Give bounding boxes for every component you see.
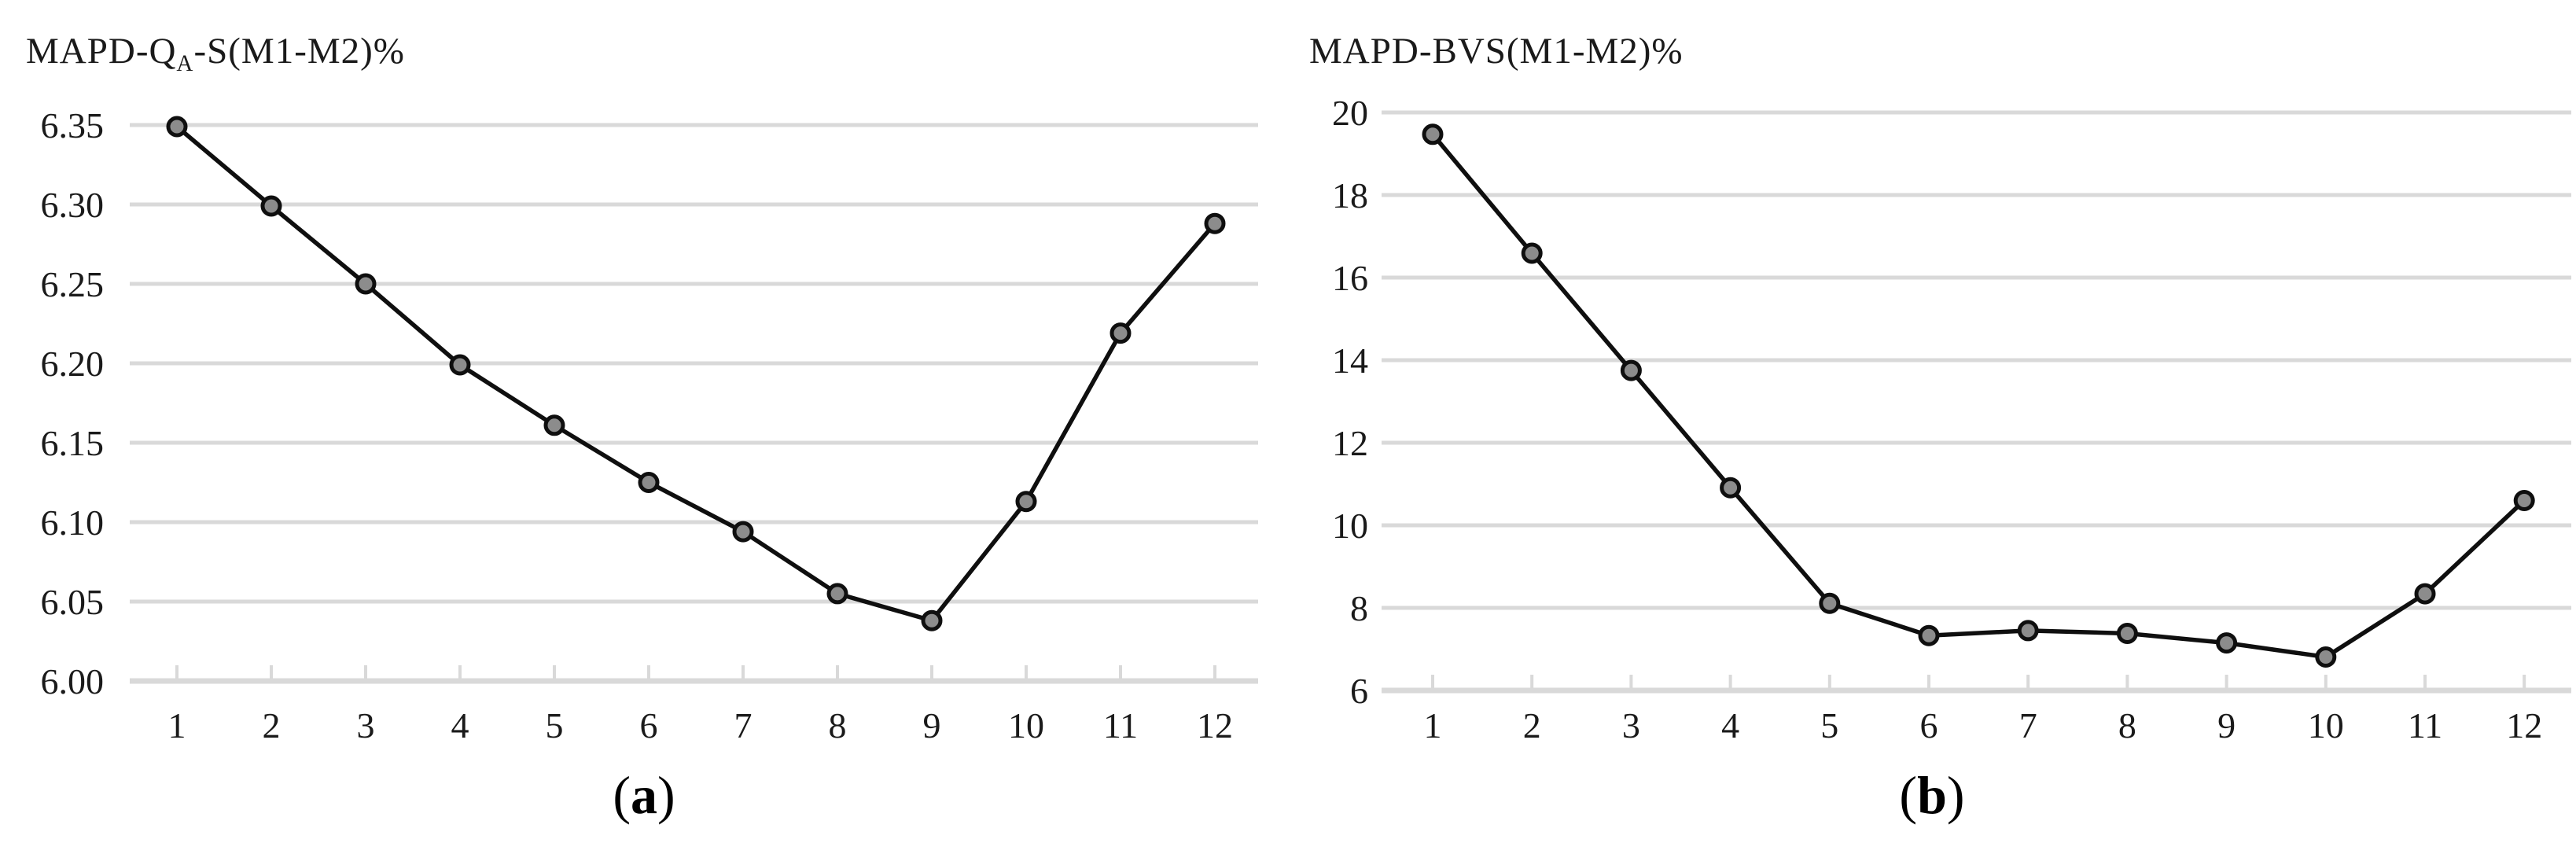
data-point-marker — [260, 195, 282, 217]
x-tick-label: 10 — [1008, 705, 1044, 745]
x-axis-ticks — [175, 665, 1216, 679]
x-tick-label: 1 — [168, 705, 186, 745]
gridlines — [130, 123, 1258, 684]
data-points — [166, 116, 1226, 631]
chart-b-title-prefix: MAPD-BVS(M1-M2)% — [1309, 31, 1684, 72]
x-tick-label: 10 — [2308, 705, 2344, 745]
x-tick-label: 1 — [1424, 705, 1442, 745]
data-point-marker — [732, 521, 754, 543]
chart-panel-a: MAPD-QA-S(M1-M2)% 6.00 6.05 6.10 6.15 6.20 6.… — [0, 30, 1288, 826]
x-tick-label: 2 — [1523, 705, 1541, 745]
line-chart-a: 6.006.056.106.156.206.256.306.351 2 3 4 5 6 7 8… — [41, 105, 1258, 745]
y-tick-label: 6.25 — [41, 264, 105, 304]
panel-b-caption: (b) — [1288, 764, 2576, 826]
data-point-marker — [355, 273, 377, 295]
x-tick-label: 6 — [1920, 705, 1938, 745]
x-tick-label: 6 — [640, 705, 658, 745]
y-axis-labels: 6 8 10 12 14 16 18 20 — [1332, 93, 1368, 711]
x-axis-ticks — [1431, 675, 2526, 689]
y-tick-label: 10 — [1332, 506, 1368, 546]
x-axis-labels: 1 2 3 4 5 6 7 8 9 10 11 12 — [1424, 705, 2543, 745]
x-axis-labels: 1 2 3 4 5 6 7 8 9 10 11 12 — [168, 705, 1234, 745]
x-tick-label: 5 — [1820, 705, 1838, 745]
data-point-marker — [1110, 322, 1132, 344]
panel-b-caption-close-paren: ) — [1946, 765, 1965, 825]
y-tick-label: 8 — [1350, 588, 1368, 628]
y-tick-label: 14 — [1332, 340, 1368, 381]
chart-a-title-subscript: A — [176, 51, 194, 77]
y-tick-label: 6 — [1350, 671, 1368, 711]
panel-a-caption: (a) — [0, 764, 1288, 826]
y-tick-label: 6.15 — [41, 423, 105, 463]
data-point-marker — [1204, 212, 1226, 234]
data-point-marker — [2315, 646, 2337, 668]
data-point-marker — [1422, 123, 1444, 145]
x-tick-label: 3 — [1622, 705, 1640, 745]
series-line — [175, 124, 1217, 624]
x-tick-label: 7 — [2019, 705, 2037, 745]
x-tick-label: 2 — [263, 705, 281, 745]
y-tick-label: 6.30 — [41, 185, 105, 225]
data-point-marker — [1720, 477, 1742, 499]
y-tick-label: 12 — [1332, 423, 1368, 463]
x-tick-label: 8 — [2118, 705, 2136, 745]
data-point-marker — [1015, 491, 1037, 513]
data-point-marker — [1521, 242, 1543, 264]
y-tick-label: 18 — [1332, 175, 1368, 215]
chart-a-title: MAPD-QA-S(M1-M2)% — [26, 30, 405, 75]
data-point-marker — [638, 472, 660, 493]
chart-a-title-suffix: -S(M1-M2)% — [193, 31, 405, 72]
series-line — [1430, 132, 2526, 660]
x-tick-label: 5 — [546, 705, 564, 745]
x-tick-label: 7 — [734, 705, 753, 745]
data-point-marker — [2017, 620, 2039, 642]
data-point-marker — [1819, 592, 1841, 614]
x-tick-label: 8 — [829, 705, 847, 745]
chart-panel-b: MAPD-BVS(M1-M2)% 6 8 10 12 14 16 18 20 1 2 3 4 5 6 7 8 9… — [1288, 0, 2576, 854]
data-point-marker — [2414, 583, 2436, 605]
y-tick-label: 6.35 — [41, 105, 105, 145]
x-tick-label: 12 — [1197, 705, 1233, 745]
x-tick-label: 4 — [1721, 705, 1739, 745]
panel-a-caption-letter: a — [631, 765, 657, 825]
y-tick-label: 6.00 — [41, 661, 105, 701]
chart-b-title: MAPD-BVS(M1-M2)% — [1309, 30, 1684, 72]
y-tick-label: 20 — [1332, 93, 1368, 133]
data-point-marker — [543, 414, 565, 436]
y-tick-label: 6.20 — [41, 344, 105, 384]
data-point-marker — [1918, 624, 1940, 646]
x-tick-label: 11 — [1103, 705, 1138, 745]
x-tick-label: 12 — [2506, 705, 2542, 745]
panel-a-caption-open-paren: ( — [613, 765, 631, 825]
data-point-marker — [2513, 490, 2535, 511]
y-axis-labels: 6.00 6.05 6.10 6.15 6.20 6.25 6.30 6.35 — [41, 105, 105, 701]
x-tick-label: 11 — [2408, 705, 2442, 745]
panel-b-caption-open-paren: ( — [1899, 765, 1918, 825]
chart-a-title-prefix: MAPD-Q — [26, 31, 177, 72]
x-tick-label: 4 — [451, 705, 469, 745]
gridlines — [1382, 110, 2571, 694]
data-points — [1422, 123, 2535, 668]
panel-a-caption-close-paren: ) — [657, 765, 675, 825]
data-point-marker — [921, 609, 943, 631]
data-point-marker — [449, 354, 471, 376]
data-point-marker — [1620, 359, 1642, 381]
y-tick-label: 16 — [1332, 258, 1368, 298]
x-tick-label: 9 — [923, 705, 941, 745]
y-tick-label: 6.10 — [41, 502, 105, 543]
data-point-marker — [2216, 632, 2238, 654]
data-point-marker — [166, 116, 188, 138]
x-tick-label: 9 — [2217, 705, 2236, 745]
y-tick-label: 6.05 — [41, 582, 105, 622]
data-point-marker — [2116, 623, 2138, 644]
panel-b-caption-letter: b — [1917, 765, 1947, 825]
data-point-marker — [826, 583, 848, 605]
x-tick-label: 3 — [357, 705, 375, 745]
